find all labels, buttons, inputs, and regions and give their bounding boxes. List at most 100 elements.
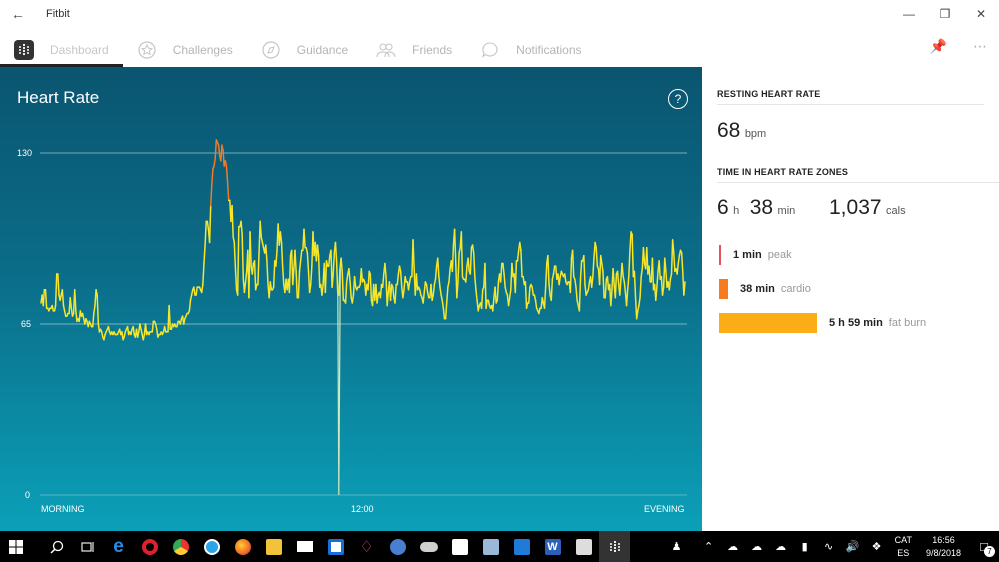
- heart-rate-segment: [677, 254, 681, 265]
- heart-rate-segment: [369, 273, 373, 302]
- heart-rate-segment: [324, 260, 328, 294]
- zone-peak-value: 1 min: [733, 249, 762, 261]
- zone-calories: 1,037 cals: [829, 196, 906, 220]
- language-indicator[interactable]: CAT ES: [895, 534, 912, 560]
- heart-rate-segment: [592, 257, 595, 278]
- heart-rate-segment: [309, 265, 313, 286]
- fitbit-icon[interactable]: [599, 531, 630, 562]
- restore-button[interactable]: ❐: [939, 7, 951, 21]
- help-button[interactable]: ?: [668, 89, 688, 109]
- dropbox-icon[interactable]: ❖: [871, 541, 882, 553]
- heart-rate-segment: [294, 249, 297, 273]
- heart-rate-segment: [619, 278, 622, 296]
- window-title: Fitbit: [46, 8, 70, 20]
- search-icon[interactable]: [41, 531, 72, 562]
- y-tick-0: 0: [25, 490, 30, 500]
- heart-rate-segment: [316, 244, 320, 257]
- zone-fat-burn-label: fat burn: [888, 317, 927, 329]
- heart-rate-segment: [57, 273, 60, 296]
- calculator-icon[interactable]: [568, 531, 599, 562]
- task-view-icon[interactable]: [72, 531, 103, 562]
- app-globe-icon[interactable]: [382, 531, 413, 562]
- pin-icon[interactable]: 📌: [929, 38, 947, 54]
- app-tasks-icon[interactable]: [506, 531, 537, 562]
- heart-rate-segment: [610, 289, 613, 307]
- taskbar: e ♢ W ♟ ⌃ ☁ ☁ ☁ ▮ ∿ 🔊 ❖ CAT ES 16:56 9/8…: [0, 531, 999, 562]
- heart-rate-segment: [571, 249, 575, 278]
- app-cloud-icon[interactable]: [413, 531, 444, 562]
- x-label-noon: 12:00: [351, 504, 374, 514]
- people-icon[interactable]: ♟: [671, 541, 682, 553]
- firefox-icon[interactable]: [227, 531, 258, 562]
- opera-icon[interactable]: [134, 531, 165, 562]
- cloud-upload-icon[interactable]: ☁: [727, 541, 739, 553]
- edge-icon[interactable]: e: [113, 535, 124, 557]
- minimize-button[interactable]: —: [903, 7, 915, 21]
- heart-rate-segment: [265, 244, 268, 262]
- battery-icon[interactable]: ▮: [801, 541, 808, 553]
- heart-rate-segment: [306, 252, 310, 273]
- tab-friends[interactable]: Friends: [362, 36, 466, 64]
- heart-rate-segment: [142, 333, 146, 341]
- divider: [717, 182, 999, 183]
- heart-rate-segment: [558, 275, 561, 286]
- clock[interactable]: 16:56 9/8/2018: [926, 534, 961, 560]
- heart-rate-segment: [519, 241, 522, 252]
- app-window-icon[interactable]: [320, 531, 351, 562]
- heart-rate-segment: [621, 262, 624, 278]
- volume-icon[interactable]: 🔊: [845, 541, 860, 553]
- chevron-up-icon[interactable]: ⌃: [704, 541, 714, 553]
- tab-notifications[interactable]: Notifications: [466, 36, 595, 64]
- wifi-icon[interactable]: ∿: [824, 541, 834, 553]
- heart-rate-segment: [616, 270, 620, 286]
- heart-rate-segment: [669, 273, 673, 281]
- app-sticky-icon[interactable]: [444, 531, 475, 562]
- resting-heart-rate-value: 68: [717, 119, 741, 142]
- heart-rate-segment: [412, 239, 415, 270]
- heart-rate-segment: [442, 307, 446, 320]
- heart-rate-segment: [563, 273, 567, 283]
- heart-rate-segment: [193, 286, 196, 296]
- heart-rate-segment: [224, 160, 228, 167]
- heart-rate-segment: [626, 275, 630, 291]
- app-printer-icon[interactable]: [475, 531, 506, 562]
- heart-rate-segment: [176, 320, 179, 328]
- heart-rate-segment: [426, 291, 430, 299]
- word-icon[interactable]: W: [537, 531, 568, 562]
- dashboard-icon: [14, 40, 34, 60]
- close-button[interactable]: ✕: [975, 7, 987, 21]
- clock-date: 9/8/2018: [925, 547, 961, 558]
- heart-rate-segment: [327, 254, 331, 267]
- heart-rate-segment: [504, 286, 508, 294]
- heart-rate-segment: [179, 317, 183, 325]
- title-bar: ← Fitbit — ❐ ✕: [0, 0, 999, 28]
- notification-center-icon[interactable]: □ 7: [969, 531, 999, 562]
- more-options-icon[interactable]: ⋯: [973, 38, 987, 54]
- back-arrow-icon[interactable]: ←: [11, 6, 25, 22]
- heart-rate-segment: [269, 281, 273, 291]
- windows-start-icon[interactable]: [0, 531, 31, 562]
- file-explorer-icon[interactable]: [258, 531, 289, 562]
- chrome-icon[interactable]: [165, 531, 196, 562]
- cloud-upload-icon[interactable]: ☁: [751, 541, 763, 553]
- tab-dashboard[interactable]: Dashboard: [0, 36, 123, 67]
- app-pink-icon[interactable]: ♢: [359, 538, 374, 556]
- resting-heart-rate-title: RESTING HEART RATE: [717, 89, 821, 99]
- app-blue-icon[interactable]: [196, 531, 227, 562]
- tab-challenges[interactable]: Challenges: [123, 36, 247, 64]
- heart-rate-segment: [136, 331, 140, 338]
- heart-rate-segment: [423, 281, 427, 294]
- heart-rate-segment: [332, 252, 336, 275]
- heart-rate-segment: [594, 241, 597, 249]
- zone-peak-label: peak: [767, 249, 792, 261]
- cloud-upload-icon[interactable]: ☁: [775, 541, 787, 553]
- mail-icon[interactable]: [289, 531, 320, 562]
- heart-rate-segment: [226, 181, 230, 202]
- heart-rate-segment: [107, 325, 111, 333]
- heart-rate-segment: [625, 289, 629, 307]
- tab-guidance[interactable]: Guidance: [247, 36, 362, 64]
- heart-rate-segment: [516, 249, 520, 262]
- heart-rate-chart: 130 65 0 MORNING 12:00 EVENING: [17, 139, 687, 514]
- zone-total-time: 6 h 38 min: [717, 196, 795, 220]
- heart-rate-segment: [587, 281, 591, 291]
